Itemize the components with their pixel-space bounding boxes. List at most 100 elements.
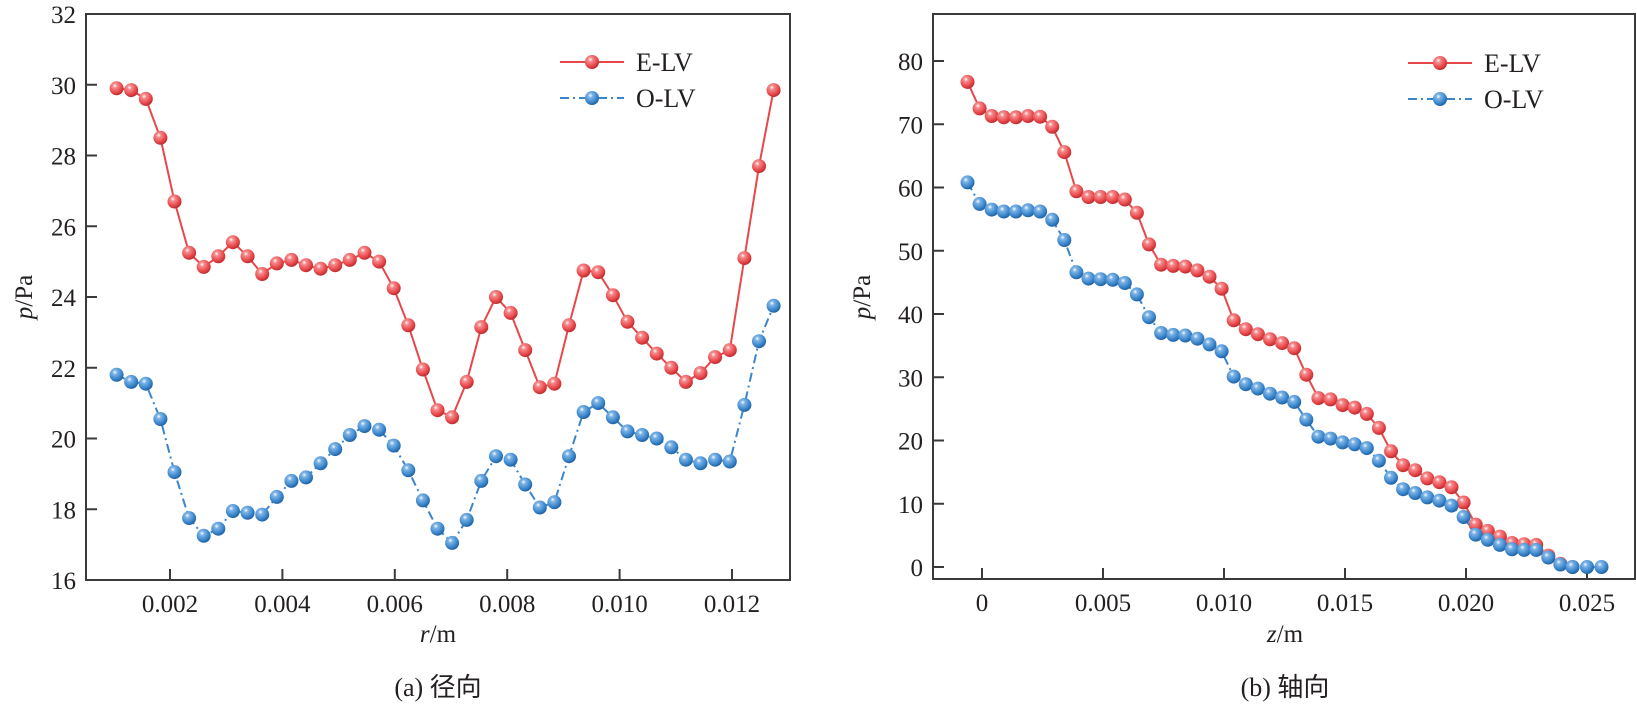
y-var: p	[849, 307, 876, 322]
y-tick-label: 20	[51, 427, 76, 454]
x-tick-label: 0.010	[591, 591, 647, 618]
y-tick-label: 70	[898, 112, 923, 139]
data-point	[1178, 328, 1193, 343]
panel-b-x-axis-title: z/m	[1266, 621, 1304, 648]
data-point	[1045, 119, 1060, 134]
data-point	[1396, 458, 1411, 473]
data-point	[1250, 381, 1265, 396]
y-tick-label: 40	[898, 302, 923, 329]
data-point	[960, 175, 975, 190]
data-point	[649, 431, 664, 446]
y-tick-label: 10	[898, 492, 923, 519]
data-point	[182, 511, 197, 526]
data-point	[342, 252, 357, 267]
data-point	[1420, 471, 1435, 486]
legend-item-o-lv: O-LV	[1408, 85, 1544, 114]
data-point	[1505, 542, 1519, 557]
data-point	[1432, 475, 1447, 490]
data-point	[664, 440, 679, 455]
data-point	[1045, 212, 1060, 227]
data-point	[284, 252, 299, 267]
legend-label: O-LV	[636, 84, 696, 113]
data-point	[1517, 542, 1532, 557]
data-point	[972, 196, 987, 211]
data-point	[1105, 272, 1120, 287]
data-point	[984, 109, 999, 123]
data-point	[503, 305, 518, 320]
data-point	[1154, 257, 1169, 272]
data-point	[1396, 482, 1411, 497]
x-tick-label: 0.015	[1317, 590, 1373, 617]
panel-a-series	[109, 81, 781, 550]
data-point	[591, 396, 606, 411]
data-point	[1347, 437, 1362, 452]
data-point	[313, 456, 328, 471]
panel-b-series	[960, 74, 1609, 574]
data-point	[1287, 341, 1302, 356]
panel-b-legend: E-LV O-LV	[1408, 49, 1544, 114]
data-point	[1142, 237, 1156, 252]
panel-a-y-axis-title: p/Pa	[11, 275, 38, 321]
legend-label: O-LV	[1484, 85, 1544, 114]
data-point	[124, 374, 139, 389]
x-tick-label: 0.025	[1559, 590, 1615, 617]
data-point	[766, 298, 781, 313]
data-point	[722, 454, 737, 469]
panel-b-axial: 0 10 20 30 40 50 60 70 80 0 0.005 0.010 0.015 0.020 0.…	[849, 13, 1636, 702]
data-point	[1214, 281, 1229, 296]
y-tick-label: 32	[51, 2, 76, 29]
data-point	[167, 465, 182, 480]
series-e-lv	[109, 81, 781, 425]
data-point	[1594, 560, 1609, 574]
data-point	[1311, 429, 1326, 444]
data-point	[576, 263, 591, 278]
data-point	[1081, 190, 1096, 204]
legend-marker	[585, 55, 599, 69]
panel-a-legend: E-LV O-LV	[560, 48, 696, 113]
data-point	[415, 362, 430, 377]
data-point	[1178, 259, 1193, 274]
data-point	[547, 376, 562, 391]
data-point	[1081, 271, 1096, 286]
data-point	[1408, 463, 1423, 478]
y-tick-label: 30	[898, 365, 923, 392]
data-point	[1456, 495, 1471, 510]
data-point	[620, 424, 635, 439]
data-point	[1553, 557, 1568, 572]
data-point	[562, 449, 576, 464]
legend-label: E-LV	[636, 48, 693, 77]
data-point	[605, 288, 620, 303]
data-point	[1250, 327, 1265, 342]
data-point	[503, 452, 518, 467]
data-point	[532, 380, 547, 395]
data-point	[1323, 431, 1338, 446]
data-point	[1069, 184, 1084, 199]
data-point	[518, 343, 533, 358]
data-point	[474, 320, 489, 335]
data-point	[693, 366, 708, 381]
data-point	[1384, 470, 1398, 485]
series-line	[116, 305, 775, 545]
data-point	[1214, 344, 1229, 359]
data-point	[737, 397, 752, 412]
data-point	[1275, 336, 1290, 351]
panel-a-x-axis-title: r/m	[420, 621, 457, 648]
x-tick-label: 0	[976, 590, 989, 617]
data-point	[1069, 265, 1084, 280]
data-point	[972, 101, 987, 116]
data-point	[240, 505, 255, 520]
data-point	[401, 463, 416, 478]
legend-item-e-lv: E-LV	[1408, 49, 1541, 78]
data-point	[562, 318, 576, 333]
legend-item-o-lv: O-LV	[560, 84, 696, 113]
data-point	[996, 110, 1011, 125]
data-point	[1190, 331, 1205, 346]
data-point	[124, 83, 139, 98]
data-point	[1529, 542, 1544, 557]
legend-marker	[585, 91, 599, 105]
data-point	[1359, 406, 1374, 421]
data-point	[1299, 412, 1314, 427]
data-point	[620, 314, 635, 329]
y-tick-label: 30	[51, 73, 76, 100]
data-point	[269, 256, 284, 271]
